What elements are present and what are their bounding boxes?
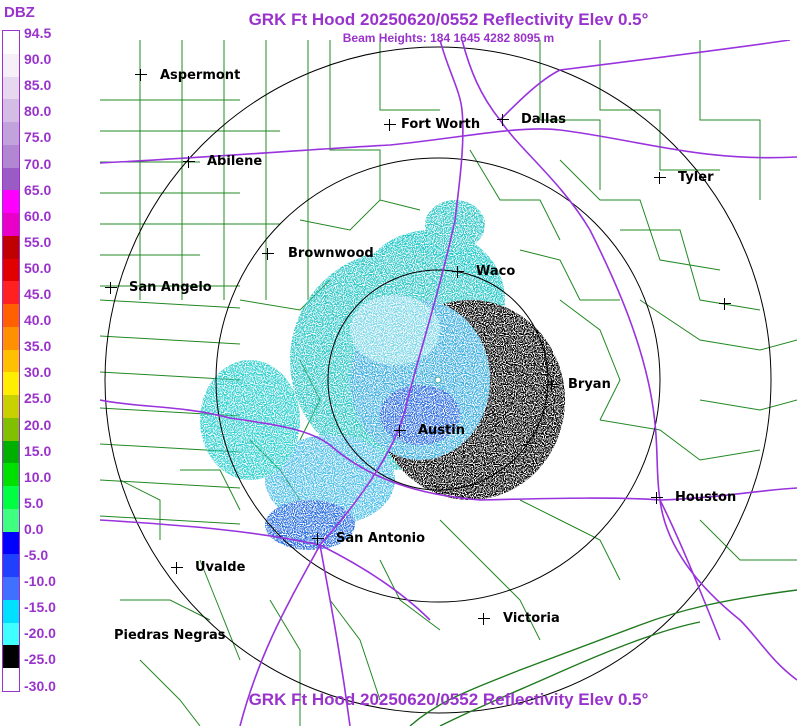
city-label: Brownwood [288,246,374,261]
range-rings [104,46,772,714]
city-label: Aspermont [160,68,241,83]
color-scale-swatch [3,76,19,100]
color-scale-swatch [3,463,19,487]
color-scale-swatch [3,508,19,533]
color-scale-tick-label: 45.0 [24,286,52,302]
highways [100,40,797,726]
city-marker [452,266,464,278]
color-scale-tick-label: -15.0 [24,599,56,616]
city-marker [719,298,731,310]
color-scale-swatch [3,31,19,55]
color-scale-swatch [3,258,19,282]
color-scale-tick-label: 65.0 [24,181,52,198]
color-scale-swatch [3,486,19,510]
city-marker [546,379,558,391]
color-scale-tick-label: 94.5 [24,25,52,41]
color-scale-tick-label: 40.0 [24,312,52,329]
city-marker [171,562,183,574]
city-marker [384,119,396,131]
color-scale-tick-label: 10.0 [24,468,52,485]
city-label: Victoria [503,611,560,626]
color-scale-tick-label: -10.0 [24,573,56,590]
color-scale-swatch [3,144,19,169]
color-scale-swatch [3,645,19,669]
legend-unit: DBZ [4,4,35,21]
color-scale-tick-label: 35.0 [24,338,52,355]
color-scale-swatch [3,53,19,77]
color-scale-swatch [3,122,19,146]
county-lines [100,40,797,726]
city-marker [105,282,117,294]
color-scale-swatch [3,167,19,191]
color-scale-swatch [3,213,19,237]
color-scale-swatch [3,372,19,396]
color-scale-tick-label: 55.0 [24,233,52,250]
city-label: San Antonio [336,531,426,546]
city-marker [183,156,195,168]
city-label: Abilene [207,154,263,169]
city-label: Dallas [521,112,566,127]
beam-heights: Beam Heights: 184 1645 4282 8095 m [342,31,555,45]
city-marker [497,114,509,126]
city-label: Austin [418,423,465,438]
color-scale-tick-label: 85.0 [24,77,52,94]
color-scale-swatch [3,440,19,464]
color-scale-swatch [3,281,19,305]
color-scale-swatch [3,99,19,123]
color-scale-tick-label: 50.0 [24,259,52,276]
color-scale-tick-label: 80.0 [24,103,52,120]
color-scale-tick-label: 5.0 [24,494,44,511]
city-marker [651,492,663,504]
reflectivity-echoes [200,200,565,550]
color-scale-tick-label: 75.0 [24,129,52,146]
city-marker [312,533,324,545]
color-scale-swatch [3,304,19,328]
city-label: Piedras Negras [114,628,226,643]
color-scale-tick-label: 25.0 [24,390,52,407]
color-scale-tick-label: -25.0 [24,651,56,668]
color-scale-swatch [3,554,19,578]
color-scale-tick-label: -30.0 [24,677,56,694]
city-marker [135,69,147,81]
city-marker [394,425,406,437]
color-scale-swatch [3,190,19,214]
city-label: San Angelo [129,280,212,295]
city-label: Uvalde [195,560,246,575]
map-title: GRK Ft Hood 20250620/0552 Reflectivity E… [248,10,649,29]
color-scale-tick-label: 70.0 [24,155,52,172]
city-label: Bryan [568,377,611,392]
color-scale-tick-label: -5.0 [24,547,49,563]
color-scale-swatch [3,577,19,601]
color-scale-swatch [3,326,19,351]
radar-site-marker [434,376,442,384]
color-scale-tick-label: 60.0 [24,207,52,224]
color-scale-swatch [3,395,19,419]
map-title-bottom: GRK Ft Hood 20250620/0552 Reflectivity E… [248,690,649,709]
color-scale-tick-label: 20.0 [24,416,52,433]
city-label: Fort Worth [401,117,481,132]
color-scale-swatch [3,622,19,646]
city-label: Tyler [678,170,714,185]
color-scale-tick-label: 0.0 [24,520,44,537]
color-scale-swatch [3,349,19,373]
city-marker [478,613,490,625]
color-scale-swatch [3,417,19,442]
color-scale-tick-label: 15.0 [24,442,52,459]
city-label: Waco [476,264,516,279]
color-scale-tick-label: 30.0 [24,364,52,381]
color-scale-swatch [3,235,19,260]
city-label: Houston [675,490,737,505]
city-marker [654,172,666,184]
color-scale-swatch [3,668,19,692]
city-marker [262,248,274,260]
color-scale-bar [2,30,20,692]
color-scale-swatch [3,599,19,624]
coastline [409,589,797,726]
color-scale-swatch [3,531,19,555]
color-scale-tick-label: -20.0 [24,625,56,642]
color-scale-tick-label: 90.0 [24,51,52,68]
